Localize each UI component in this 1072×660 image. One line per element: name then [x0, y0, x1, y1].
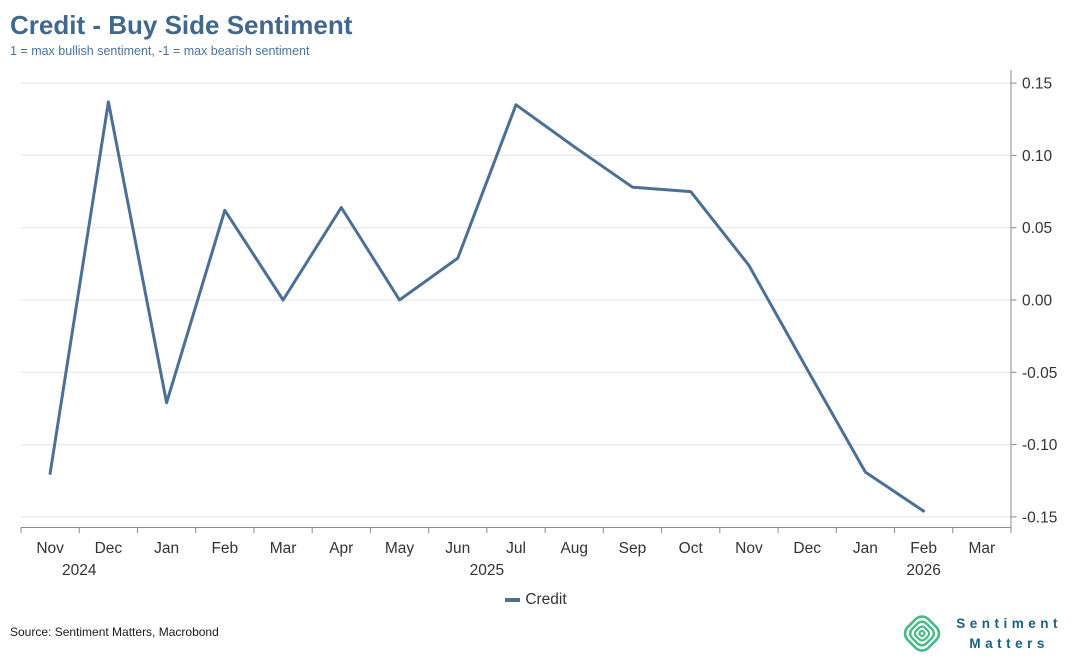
- svg-text:0.10: 0.10: [1022, 148, 1053, 165]
- svg-text:Feb: Feb: [211, 540, 238, 557]
- brand-line-1: Sentiment: [956, 615, 1062, 631]
- diamond-logo-icon: [903, 615, 941, 652]
- chart-legend: Credit: [0, 591, 1072, 609]
- svg-text:0.15: 0.15: [1022, 76, 1052, 93]
- svg-text:May: May: [385, 540, 415, 557]
- chart-header: Credit - Buy Side Sentiment 1 = max bull…: [10, 10, 352, 58]
- brand-wordmark: Sentiment Matters: [956, 614, 1062, 653]
- credit-series-swatch: [505, 598, 521, 602]
- svg-text:2024: 2024: [62, 562, 97, 579]
- brand-line-2: Matters: [969, 635, 1049, 651]
- svg-text:-0.10: -0.10: [1022, 437, 1058, 454]
- svg-text:-0.05: -0.05: [1022, 365, 1057, 382]
- svg-text:Jan: Jan: [154, 540, 179, 557]
- svg-text:Dec: Dec: [95, 540, 123, 557]
- svg-text:0.05: 0.05: [1022, 220, 1052, 237]
- svg-text:2025: 2025: [470, 562, 504, 579]
- svg-text:Feb: Feb: [910, 540, 937, 557]
- svg-text:0.00: 0.00: [1022, 293, 1053, 310]
- page-title: Credit - Buy Side Sentiment: [10, 10, 353, 40]
- svg-text:Dec: Dec: [793, 540, 821, 557]
- source-note: Source: Sentiment Matters, Macrobond: [10, 625, 219, 639]
- svg-text:Jun: Jun: [445, 540, 470, 557]
- svg-text:Jul: Jul: [506, 540, 526, 557]
- svg-text:Apr: Apr: [329, 540, 353, 557]
- svg-text:Aug: Aug: [560, 540, 588, 557]
- credit-series-label: Credit: [525, 591, 567, 608]
- svg-text:Mar: Mar: [969, 540, 996, 557]
- svg-text:Mar: Mar: [270, 540, 297, 557]
- svg-text:Nov: Nov: [735, 540, 763, 557]
- svg-text:2026: 2026: [906, 562, 940, 579]
- svg-text:Sep: Sep: [619, 540, 647, 557]
- svg-text:Nov: Nov: [36, 540, 64, 557]
- sentiment-matters-logo: Sentiment Matters: [898, 611, 1062, 656]
- svg-text:Oct: Oct: [679, 540, 704, 557]
- svg-text:Jan: Jan: [853, 540, 878, 557]
- chart-subtitle: 1 = max bullish sentiment, -1 = max bear…: [10, 44, 310, 58]
- svg-text:-0.15: -0.15: [1022, 509, 1057, 526]
